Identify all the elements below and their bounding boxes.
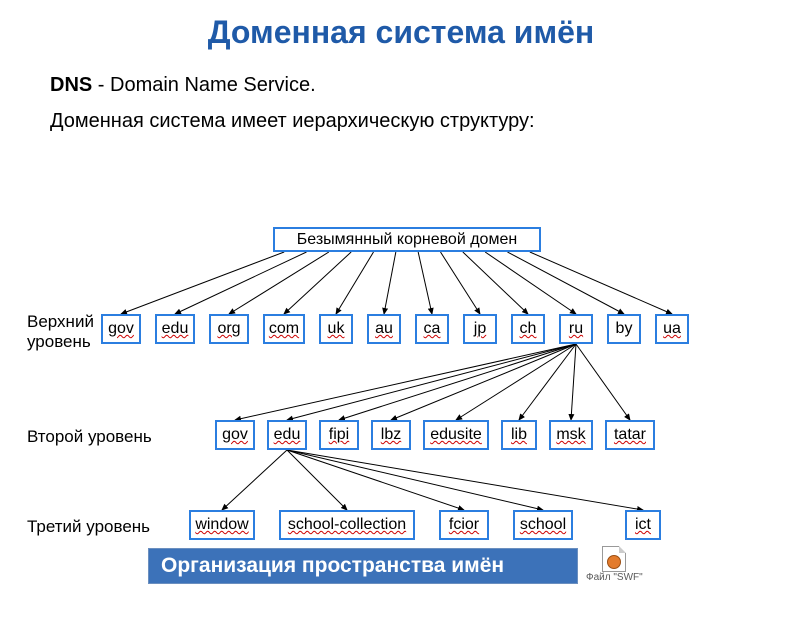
top-node-ca: ca: [415, 314, 449, 344]
top-node-by: by: [607, 314, 641, 344]
third-node-school: school: [513, 510, 573, 540]
third-node-school-collection: school-collection: [279, 510, 415, 540]
page-title: Доменная система имён: [0, 14, 802, 51]
level-label-second: Второй уровень: [27, 427, 152, 447]
footer-caption: Файл "SWF": [586, 572, 643, 583]
intro-line-1: DNS - Domain Name Service.: [50, 74, 316, 97]
top-node-edu: edu: [155, 314, 195, 344]
second-node-lbz: lbz: [371, 420, 411, 450]
level-label-top: Верхнийуровень: [27, 312, 94, 352]
dns-abbr: DNS: [50, 74, 92, 96]
third-node-fcior: fcior: [439, 510, 489, 540]
intro-line-2: Доменная система имеет иерархическую стр…: [50, 110, 535, 133]
third-node-ict: ict: [625, 510, 661, 540]
top-node-ru: ru: [559, 314, 593, 344]
second-node-tatar: tatar: [605, 420, 655, 450]
second-node-gov: gov: [215, 420, 255, 450]
second-node-fipi: fipi: [319, 420, 359, 450]
file-icon: [602, 546, 626, 572]
top-node-ch: ch: [511, 314, 545, 344]
top-node-au: au: [367, 314, 401, 344]
third-node-window: window: [189, 510, 255, 540]
dns-expansion: - Domain Name Service.: [92, 74, 315, 96]
footer-bar: Организация пространства имён: [148, 548, 578, 584]
second-node-edusite: edusite: [423, 420, 489, 450]
footer-file: Файл "SWF": [586, 546, 643, 583]
second-node-edu: edu: [267, 420, 307, 450]
second-node-msk: msk: [549, 420, 593, 450]
top-node-uk: uk: [319, 314, 353, 344]
footer-bar-text: Организация пространства имён: [161, 554, 504, 578]
top-node-com: com: [263, 314, 305, 344]
top-node-gov: gov: [101, 314, 141, 344]
swf-icon: [607, 555, 621, 569]
top-node-jp: jp: [463, 314, 497, 344]
top-node-org: org: [209, 314, 249, 344]
level-label-third: Третий уровень: [27, 517, 150, 537]
top-node-ua: ua: [655, 314, 689, 344]
root-node: Безымянный корневой домен: [273, 227, 541, 252]
second-node-lib: lib: [501, 420, 537, 450]
